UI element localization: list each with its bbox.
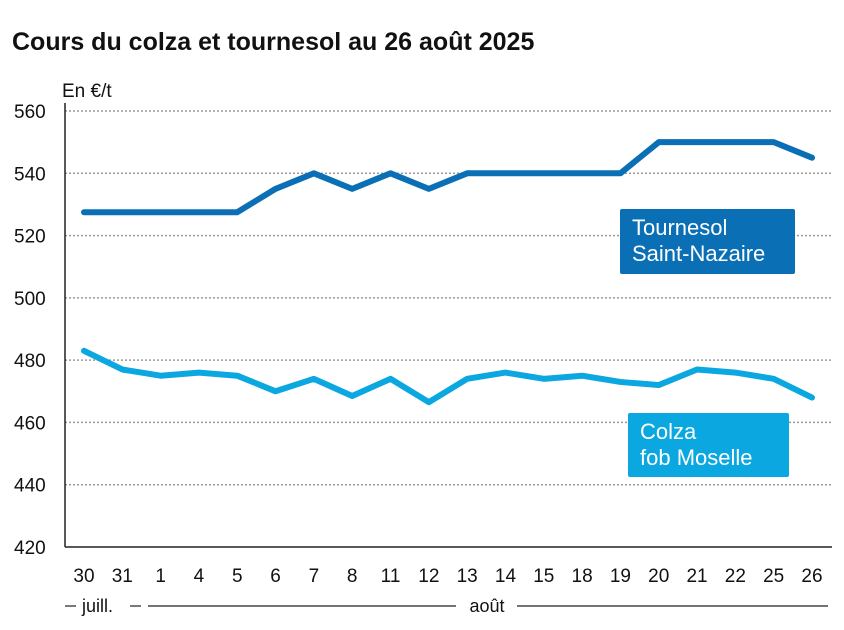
x-tick-label: 19 [610, 566, 631, 587]
y-axis-label: En €/t [62, 81, 112, 102]
series-label: Saint-Nazaire [632, 241, 765, 266]
series-label-box [620, 209, 795, 274]
x-tick-label: 5 [232, 566, 243, 587]
x-tick-label: 13 [457, 566, 478, 587]
y-tick-label: 460 [14, 413, 46, 434]
month-label-august: août [469, 596, 504, 616]
chart-title: Cours du colza et tournesol au 26 août 2… [12, 28, 534, 56]
series-line-colza [81, 347, 815, 406]
x-tick-label: 18 [572, 566, 593, 587]
x-tick-label: 12 [418, 566, 439, 587]
x-tick-label: 30 [73, 566, 94, 587]
x-tick-label: 31 [112, 566, 133, 587]
x-tick-label: 26 [801, 566, 822, 587]
y-tick-label: 520 [14, 227, 46, 248]
x-tick-label: 1 [155, 566, 166, 587]
x-tick-label: 20 [648, 566, 669, 587]
x-tick-label: 22 [725, 566, 746, 587]
month-label-july: juill. [81, 596, 113, 616]
y-tick-label: 480 [14, 351, 46, 372]
series-label: fob Moselle [640, 445, 753, 470]
y-tick-label: 560 [14, 102, 46, 123]
x-tick-label: 14 [495, 566, 517, 587]
series-line-tournesol [81, 139, 815, 216]
series-label: Tournesol [632, 215, 727, 240]
y-tick-label: 440 [14, 476, 46, 497]
y-tick-label: 500 [14, 289, 46, 310]
y-tick-label: 420 [14, 538, 46, 559]
x-tick-label: 8 [347, 566, 358, 587]
x-tick-label: 6 [270, 566, 281, 587]
x-tick-label: 11 [381, 566, 401, 587]
series-label: Colza [640, 419, 697, 444]
y-tick-label: 540 [14, 164, 46, 185]
x-tick-label: 25 [763, 566, 784, 587]
x-tick-label: 4 [194, 566, 205, 587]
series-label-box [628, 413, 789, 477]
x-tick-label: 21 [686, 566, 707, 587]
x-tick-label: 7 [309, 566, 320, 587]
x-tick-label: 15 [533, 566, 554, 587]
